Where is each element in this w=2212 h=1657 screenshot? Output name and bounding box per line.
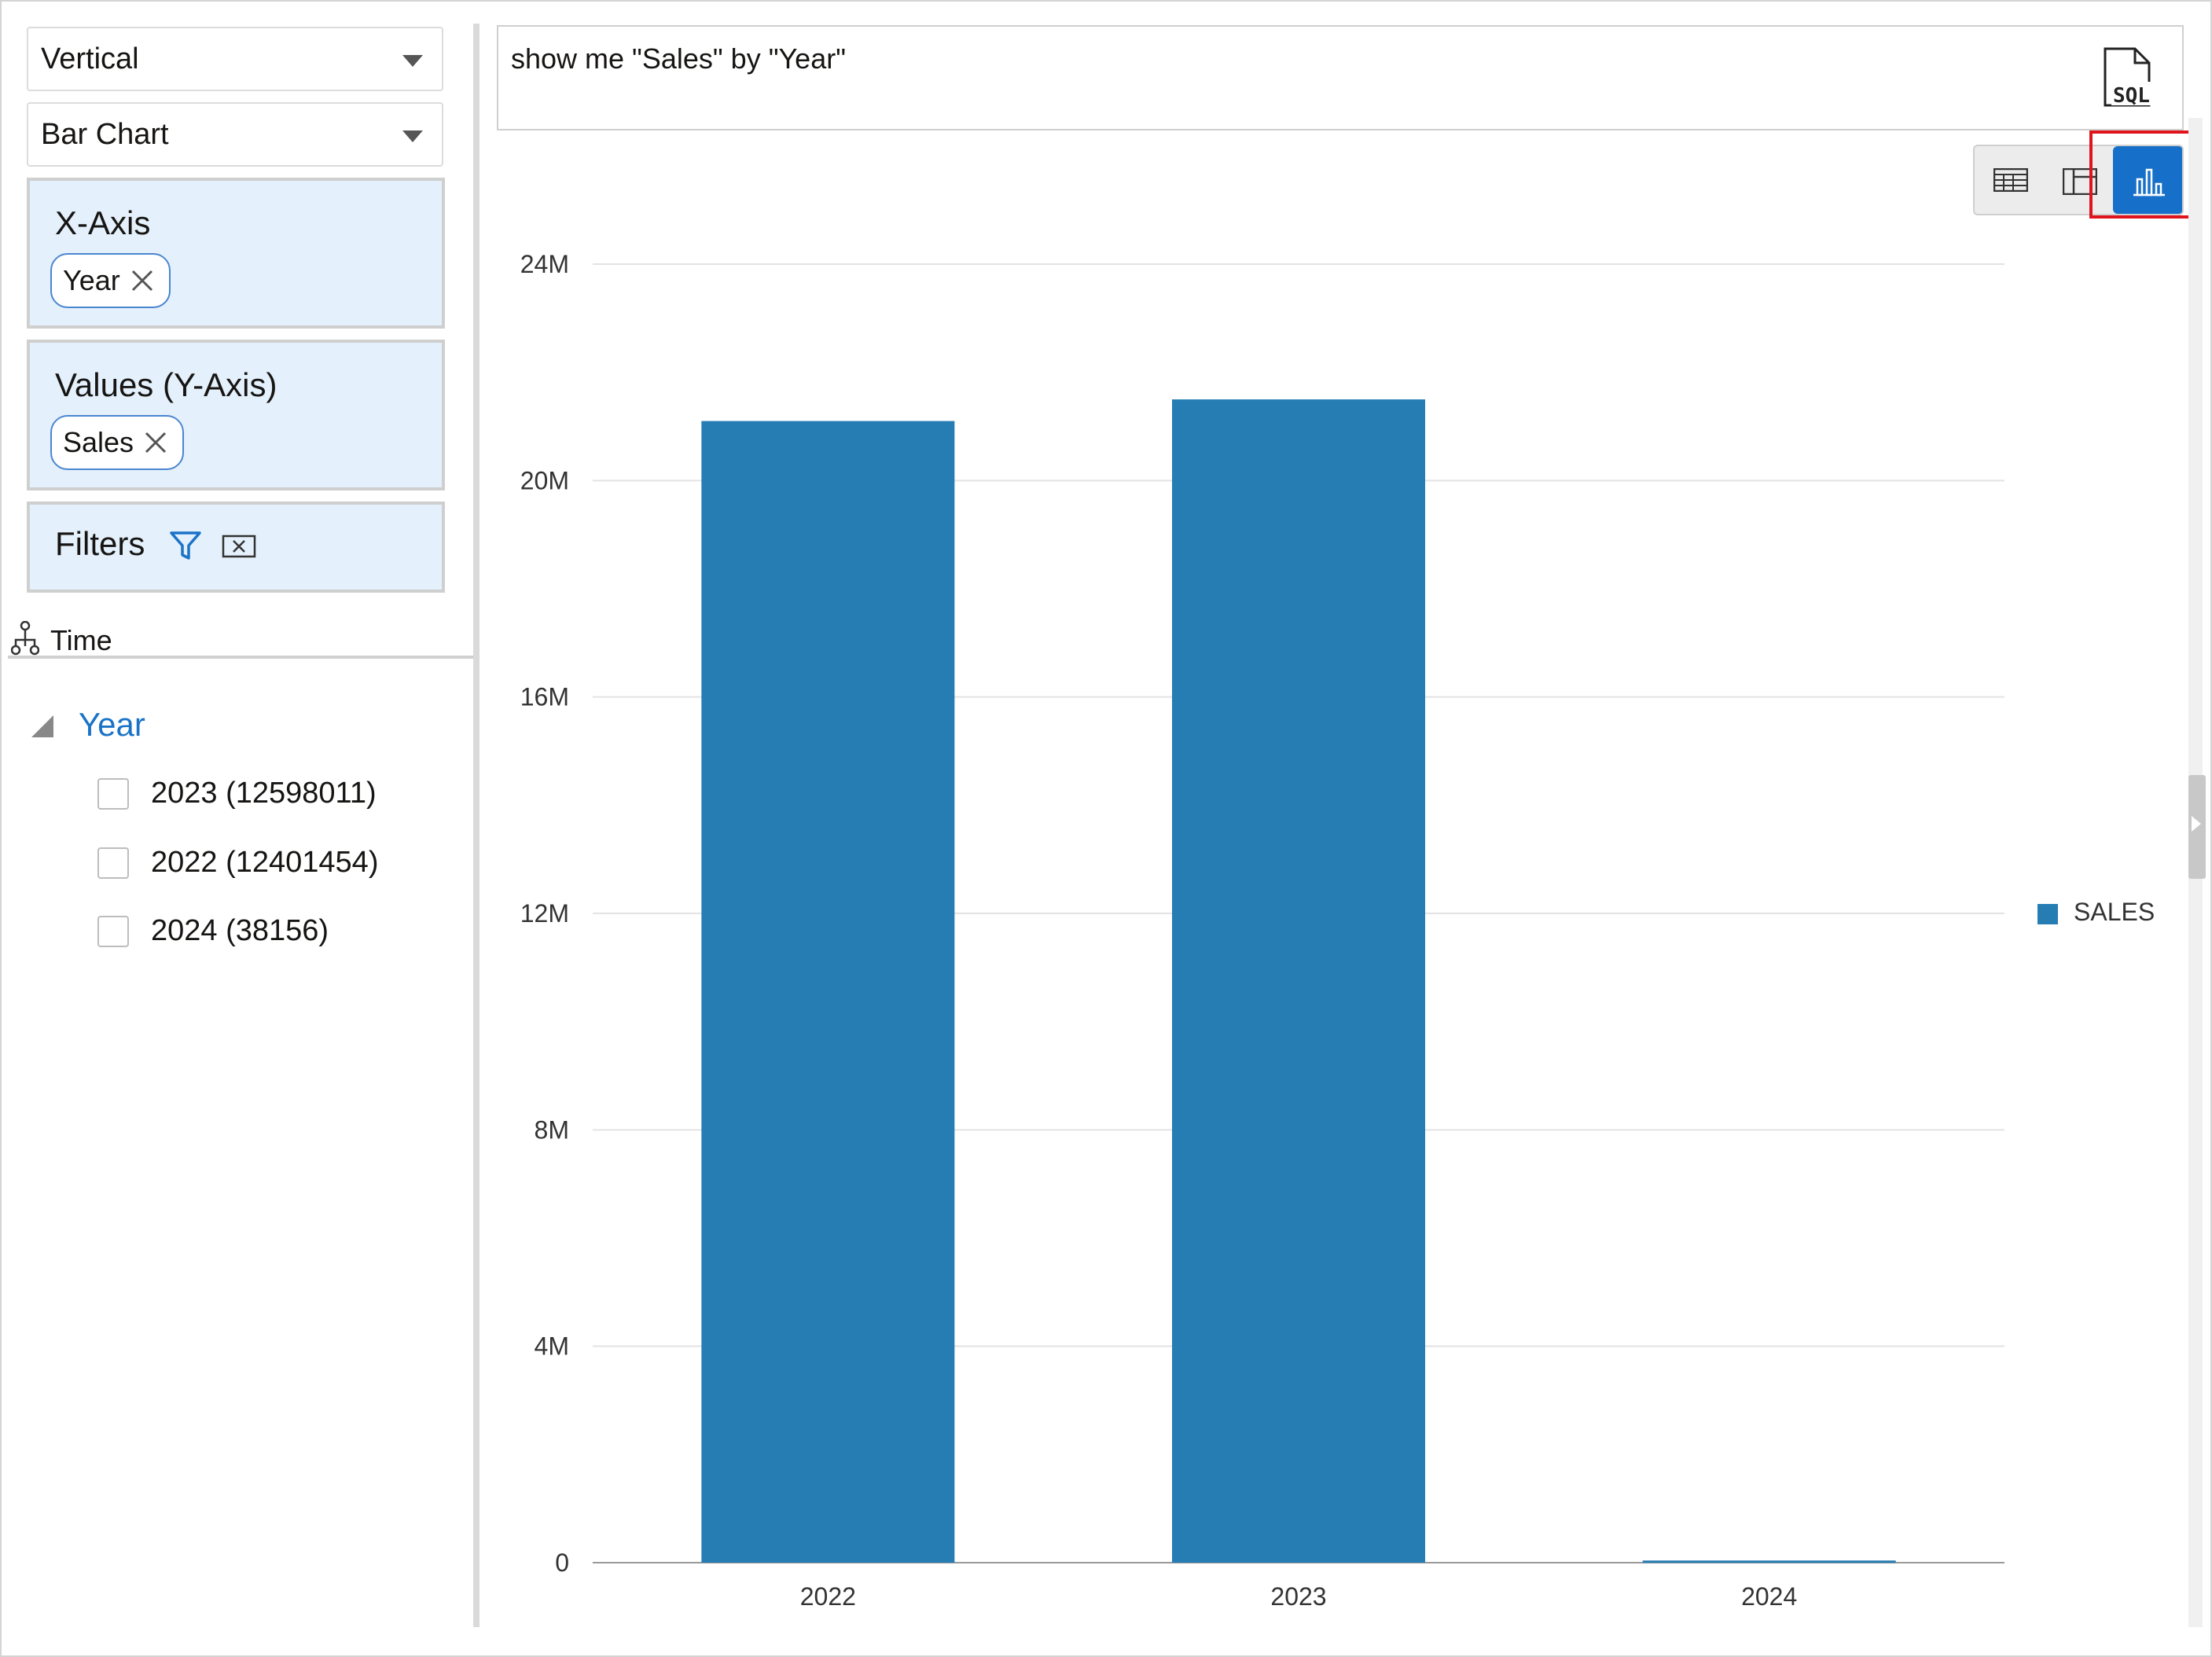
chart-view-button[interactable]	[2113, 146, 2182, 214]
query-text: show me "Sales" by "Year"	[511, 42, 846, 75]
chevron-right-icon	[2192, 816, 2201, 832]
pivot-table-icon	[2063, 168, 2097, 195]
chart-type-select[interactable]: Bar Chart	[27, 102, 443, 167]
bar-2024[interactable]	[1642, 1560, 1896, 1563]
legend-label: SALES	[2074, 898, 2155, 926]
close-icon[interactable]	[141, 428, 170, 457]
clear-filters-icon[interactable]	[222, 535, 256, 558]
y-tick-label: 16M	[520, 683, 569, 711]
x-axis-chip[interactable]: Year	[50, 253, 171, 308]
table-icon	[1993, 168, 2028, 192]
orientation-select-value: Vertical	[41, 42, 139, 75]
y-tick-label: 12M	[520, 899, 569, 928]
orientation-select[interactable]: Vertical	[27, 27, 443, 91]
bar-2022[interactable]	[701, 421, 955, 1563]
filter-item-label: 2024 (38156)	[151, 914, 329, 947]
chevron-down-icon	[402, 55, 423, 67]
svg-text:SQL: SQL	[2113, 84, 2150, 107]
values-chip[interactable]: Sales	[50, 415, 185, 470]
scrollbar-thumb[interactable]	[2188, 775, 2206, 879]
query-input[interactable]: show me "Sales" by "Year"	[497, 25, 2184, 130]
collapse-triangle-icon[interactable]	[30, 714, 55, 739]
values-dropzone[interactable]: Values (Y-Axis) Sales	[27, 340, 445, 490]
checkbox[interactable]	[97, 847, 129, 879]
y-tick-label: 24M	[520, 250, 569, 278]
values-title: Values (Y-Axis)	[55, 366, 277, 403]
panel-divider	[8, 656, 473, 659]
sql-file-icon[interactable]: SQL	[2100, 47, 2155, 107]
highlight-box	[2089, 130, 2199, 219]
pivot-view-button[interactable]	[2044, 146, 2113, 214]
checkbox[interactable]	[97, 778, 129, 810]
x-tick-label: 2022	[800, 1582, 856, 1611]
y-tick-label: 4M	[535, 1332, 569, 1361]
x-tick-label: 2023	[1270, 1582, 1326, 1611]
chevron-down-icon	[402, 130, 423, 142]
x-tick-label: 2024	[1741, 1582, 1797, 1611]
checkbox[interactable]	[97, 916, 129, 947]
hierarchy-label: Time	[50, 624, 112, 656]
legend-swatch	[2037, 904, 2058, 924]
year-tree-node[interactable]: Year	[79, 706, 145, 743]
filter-icon[interactable]	[168, 528, 203, 563]
filters-title: Filters	[55, 525, 145, 562]
panel-splitter[interactable]	[473, 24, 480, 1627]
hierarchy-icon	[11, 621, 39, 656]
x-axis-dropzone[interactable]: X-Axis Year	[27, 178, 445, 329]
bar-chart-icon	[2133, 168, 2165, 197]
y-tick-label: 20M	[520, 466, 569, 494]
table-view-button[interactable]	[1975, 146, 2044, 214]
view-toggle-group	[1973, 145, 2184, 215]
filter-item-label: 2022 (12401454)	[151, 846, 379, 879]
y-tick-label: 0	[555, 1549, 569, 1577]
chart-type-select-value: Bar Chart	[41, 118, 169, 151]
bar-2023[interactable]	[1172, 399, 1425, 1563]
close-icon[interactable]	[128, 266, 156, 295]
x-axis-chip-label: Year	[63, 264, 120, 296]
x-axis-title: X-Axis	[55, 204, 151, 241]
filters-dropzone[interactable]: Filters	[27, 502, 445, 593]
values-chip-label: Sales	[63, 426, 134, 458]
filter-item-label: 2023 (12598011)	[151, 777, 377, 810]
bar-chart: 0 4M 8M 12M 16M 20M 24M 2022 2023 2024	[520, 250, 2004, 1611]
y-tick-label: 8M	[535, 1115, 569, 1144]
